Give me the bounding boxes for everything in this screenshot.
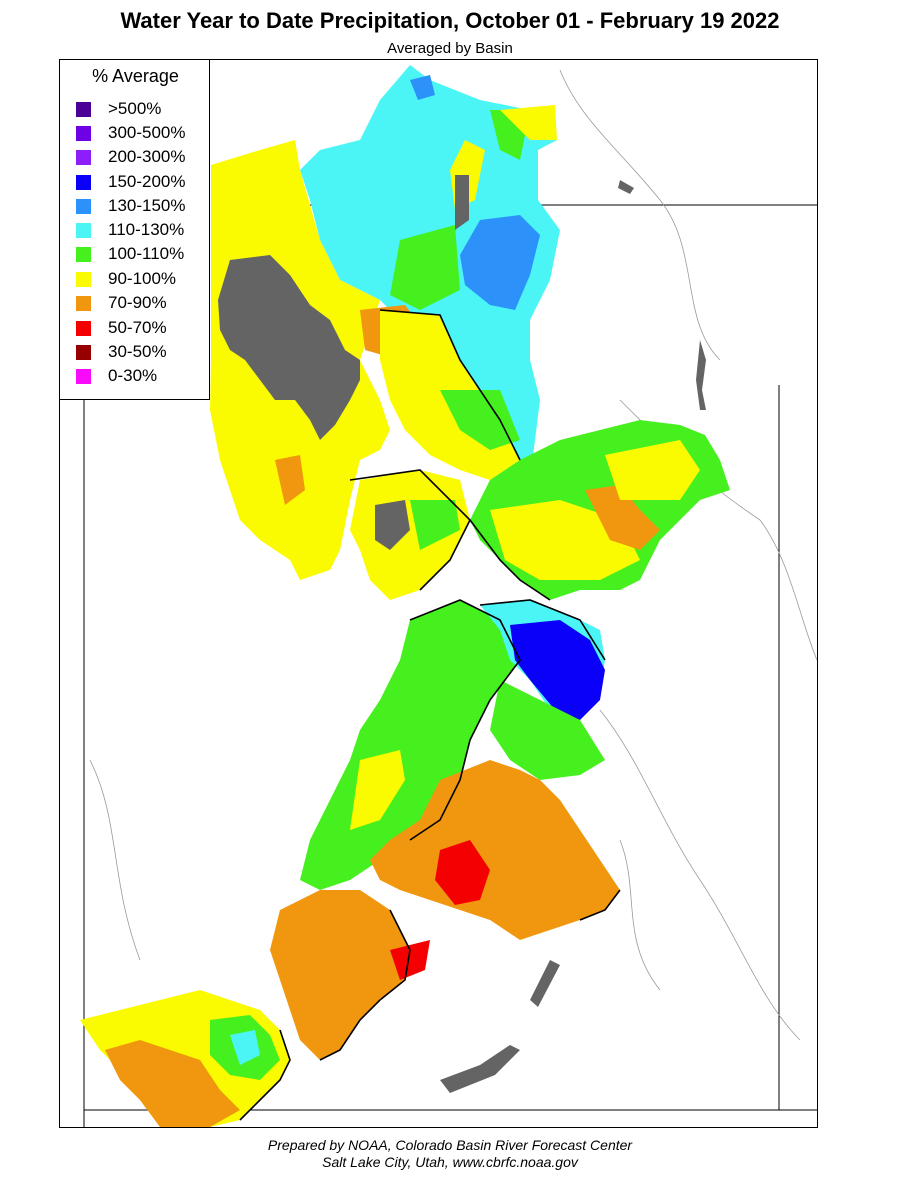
legend-swatch bbox=[76, 198, 91, 214]
lake bbox=[696, 340, 706, 410]
legend-swatch bbox=[76, 125, 91, 141]
river-line bbox=[559, 69, 721, 361]
utah-lake bbox=[375, 500, 410, 550]
legend-swatch bbox=[76, 174, 91, 190]
lake bbox=[530, 960, 560, 1007]
great-salt-lake bbox=[218, 255, 360, 440]
legend-swatch bbox=[76, 271, 91, 287]
footer-location: Salt Lake City, Utah, www.cbrfc.noaa.gov bbox=[322, 1154, 578, 1170]
lake bbox=[618, 180, 634, 194]
upper-green-yellow-area bbox=[500, 105, 557, 140]
provo-basin bbox=[350, 470, 470, 600]
legend: % Average >500% 300-500% 200-300% 150-20… bbox=[59, 59, 210, 400]
price-yellow-area bbox=[350, 750, 405, 830]
legend-label: 50-70% bbox=[108, 318, 167, 337]
dirty-devil-basin bbox=[370, 760, 620, 940]
basin-outline bbox=[579, 889, 621, 921]
bear-orange-area bbox=[275, 455, 305, 505]
legend-label: 70-90% bbox=[108, 293, 167, 312]
basin-outline bbox=[379, 909, 411, 1001]
legend-swatch bbox=[76, 320, 91, 336]
legend-item: 30-50% bbox=[76, 341, 167, 363]
white-river-yellow-area bbox=[605, 440, 700, 500]
sevier-basin bbox=[270, 890, 410, 1060]
legend-swatch bbox=[76, 222, 91, 238]
upper-green-blue-area-north bbox=[410, 75, 435, 100]
fremont-red-area bbox=[435, 840, 490, 905]
legend-label: 110-130% bbox=[108, 220, 185, 239]
legend-label: 300-500% bbox=[108, 123, 186, 142]
legend-item: 130-150% bbox=[76, 195, 186, 217]
basin-regions bbox=[80, 65, 730, 1127]
legend-item: 200-300% bbox=[76, 146, 186, 168]
legend-swatch bbox=[76, 295, 91, 311]
legend-swatch bbox=[76, 246, 91, 262]
basin-map-svg bbox=[80, 65, 817, 1127]
basin-outline bbox=[319, 999, 381, 1061]
basin-outline bbox=[469, 519, 551, 601]
legend-label: 90-100% bbox=[108, 269, 177, 288]
legend-swatch bbox=[76, 344, 91, 360]
legend-label: 30-50% bbox=[108, 342, 167, 361]
lower-green-green-area bbox=[490, 680, 605, 780]
river-line bbox=[619, 839, 661, 991]
river-line bbox=[89, 759, 141, 961]
provo-green-area bbox=[410, 500, 460, 550]
legend-swatch bbox=[76, 101, 91, 117]
legend-swatch bbox=[76, 368, 91, 384]
legend-swatch bbox=[76, 149, 91, 165]
upper-green-blue-area bbox=[460, 215, 540, 310]
legend-label: >500% bbox=[108, 99, 162, 118]
river-line bbox=[599, 709, 801, 1041]
basin-outline bbox=[379, 309, 521, 461]
virgin-orange-area bbox=[105, 1040, 240, 1127]
outside-lakes bbox=[440, 180, 706, 1093]
basin-outlines bbox=[239, 309, 621, 1121]
legend-item: 90-100% bbox=[76, 268, 176, 290]
lower-green-blue-area bbox=[510, 620, 605, 720]
legend-label: 0-30% bbox=[108, 366, 158, 385]
lake bbox=[440, 1045, 520, 1093]
legend-label: 150-200% bbox=[108, 172, 186, 191]
legend-item: 110-130% bbox=[76, 219, 184, 241]
virgin-cyan-area bbox=[230, 1030, 260, 1065]
legend-label: 100-110% bbox=[108, 244, 185, 263]
duchesne-orange-area bbox=[585, 485, 660, 550]
map-title: Water Year to Date Precipitation, Octobe… bbox=[120, 8, 780, 33]
basin-outline bbox=[239, 1029, 291, 1121]
precipitation-map bbox=[59, 59, 818, 1128]
basin-outline bbox=[409, 599, 521, 841]
basin-outline bbox=[479, 599, 606, 661]
escalante-red-area bbox=[390, 940, 430, 980]
legend-item: 100-110% bbox=[76, 243, 184, 265]
legend-item: 300-500% bbox=[76, 122, 186, 144]
legend-item: 0-30% bbox=[76, 365, 157, 387]
no-data-lake bbox=[455, 175, 469, 230]
footer-credit: Prepared by NOAA, Colorado Basin River F… bbox=[267, 1137, 633, 1153]
upper-green-green-area bbox=[390, 225, 460, 310]
legend-label: 130-150% bbox=[108, 196, 186, 215]
legend-item: 50-70% bbox=[76, 317, 167, 339]
legend-item: >500% bbox=[76, 98, 161, 120]
map-subtitle: Averaged by Basin bbox=[387, 40, 513, 57]
legend-item: 150-200% bbox=[76, 171, 186, 193]
rivers bbox=[89, 69, 817, 1041]
legend-label: 200-300% bbox=[108, 147, 186, 166]
legend-title: % Average bbox=[92, 66, 179, 86]
weber-green-area bbox=[440, 390, 520, 450]
legend-item: 70-90% bbox=[76, 292, 167, 314]
